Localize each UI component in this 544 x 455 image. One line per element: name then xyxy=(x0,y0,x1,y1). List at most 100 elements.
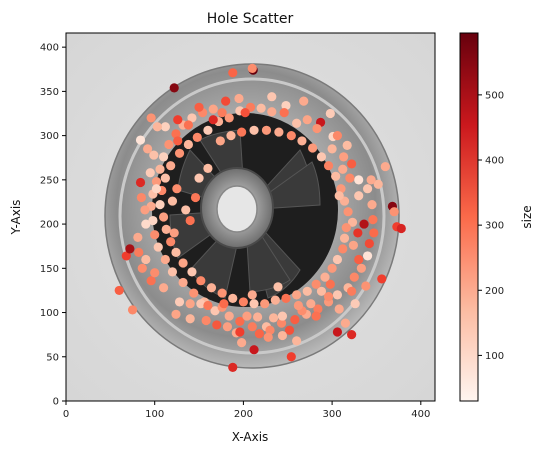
scatter-point xyxy=(306,299,315,308)
scatter-point xyxy=(125,244,134,253)
scatter-point xyxy=(186,314,195,323)
scatter-point xyxy=(333,131,342,140)
colorbar-tick-label: 300 xyxy=(485,221,504,232)
scatter-point xyxy=(161,173,170,182)
scatter-point xyxy=(228,363,237,372)
scatter-point xyxy=(184,140,193,149)
scatter-point xyxy=(343,141,352,150)
scatter-point xyxy=(154,242,163,251)
scatter-point xyxy=(225,311,234,320)
scatter-point xyxy=(292,119,301,128)
colorbar-ticks: 100 200 300 400 500 xyxy=(478,90,504,362)
scatter-point xyxy=(331,172,340,181)
scatter-point xyxy=(161,255,170,264)
scatter-point xyxy=(184,120,193,129)
scatter-point xyxy=(357,264,366,273)
x-axis-title: X-Axis xyxy=(232,430,269,444)
scatter-point xyxy=(260,299,269,308)
scatter-point xyxy=(152,184,161,193)
scatter-point xyxy=(253,312,262,321)
scatter-point xyxy=(138,264,147,273)
scatter-point xyxy=(203,164,212,173)
scatter-point xyxy=(342,223,351,232)
scatter-point xyxy=(351,299,360,308)
scatter-point xyxy=(397,224,406,233)
scatter-point xyxy=(194,103,203,112)
scatter-point xyxy=(128,305,137,314)
scatter-point xyxy=(292,290,301,299)
scatter-point xyxy=(147,113,156,122)
scatter-point xyxy=(312,311,321,320)
scatter-point xyxy=(361,281,370,290)
scatter-point xyxy=(191,193,200,202)
scatter-point xyxy=(363,251,372,260)
scatter-point xyxy=(271,296,280,305)
scatter-point xyxy=(347,287,356,296)
scatter-point xyxy=(166,237,175,246)
scatter-point xyxy=(189,288,198,297)
y-axis-title: Y-Axis xyxy=(9,200,23,236)
scatter-point xyxy=(171,248,180,257)
scatter-point xyxy=(237,127,246,136)
y-tick-label: 250 xyxy=(40,175,59,186)
scatter-point xyxy=(381,162,390,171)
scatter-point xyxy=(170,228,179,237)
y-tick-label: 100 xyxy=(40,308,59,319)
scatter-point xyxy=(349,241,358,250)
y-tick-label: 0 xyxy=(53,397,59,408)
colorbar-tick-label: 400 xyxy=(485,156,504,167)
scatter-point xyxy=(367,200,376,209)
scatter-point xyxy=(303,115,312,124)
scatter-point xyxy=(166,161,175,170)
scatter-point xyxy=(303,287,312,296)
scatter-point xyxy=(320,273,329,282)
scatter-point xyxy=(367,175,376,184)
scatter-point xyxy=(175,297,184,306)
scatter-point xyxy=(267,92,276,101)
scatter-point xyxy=(335,304,344,313)
scatter-point xyxy=(345,173,354,182)
scatter-point xyxy=(338,244,347,253)
scatter-point xyxy=(299,97,308,106)
chart-title: Hole Scatter xyxy=(207,11,294,27)
scatter-point xyxy=(173,136,182,145)
scatter-point xyxy=(281,294,290,303)
scatter-point xyxy=(257,104,266,113)
scatter-point xyxy=(354,191,363,200)
colorbar-tick-label: 500 xyxy=(485,90,504,101)
scatter-point xyxy=(365,239,374,248)
scatter-point xyxy=(186,216,195,225)
scatter-point xyxy=(328,144,337,153)
scatter-point xyxy=(228,68,237,77)
scatter-point xyxy=(162,225,171,234)
scatter-point xyxy=(193,133,202,142)
scatter-point xyxy=(136,178,145,187)
scatter-point xyxy=(178,258,187,267)
scatter-point xyxy=(312,280,321,289)
scatter-point xyxy=(234,94,243,103)
scatter-point xyxy=(223,322,232,331)
scatter-point xyxy=(255,329,264,338)
scatter-point xyxy=(196,276,205,285)
scatter-point xyxy=(340,234,349,243)
colorbar-tick-label: 100 xyxy=(485,351,504,362)
scatter-point xyxy=(242,311,251,320)
scatter-point xyxy=(209,115,218,124)
scatter-point xyxy=(278,311,287,320)
scatter-point xyxy=(248,64,257,73)
colorbar xyxy=(460,33,478,401)
scatter-point xyxy=(175,149,184,158)
scatter-point xyxy=(359,219,368,228)
scatter-point xyxy=(155,200,164,209)
scatter-point xyxy=(297,136,306,145)
scatter-point xyxy=(343,207,352,216)
scatter-point xyxy=(181,205,190,214)
x-tick-label: 200 xyxy=(234,409,253,420)
colorbar-tick-label: 200 xyxy=(485,286,504,297)
x-tick-label: 0 xyxy=(63,409,69,420)
x-tick-label: 300 xyxy=(323,409,342,420)
scatter-point xyxy=(267,107,276,116)
colorbar-label: size xyxy=(520,205,534,228)
scatter-point xyxy=(363,184,372,193)
scatter-point xyxy=(273,282,282,291)
